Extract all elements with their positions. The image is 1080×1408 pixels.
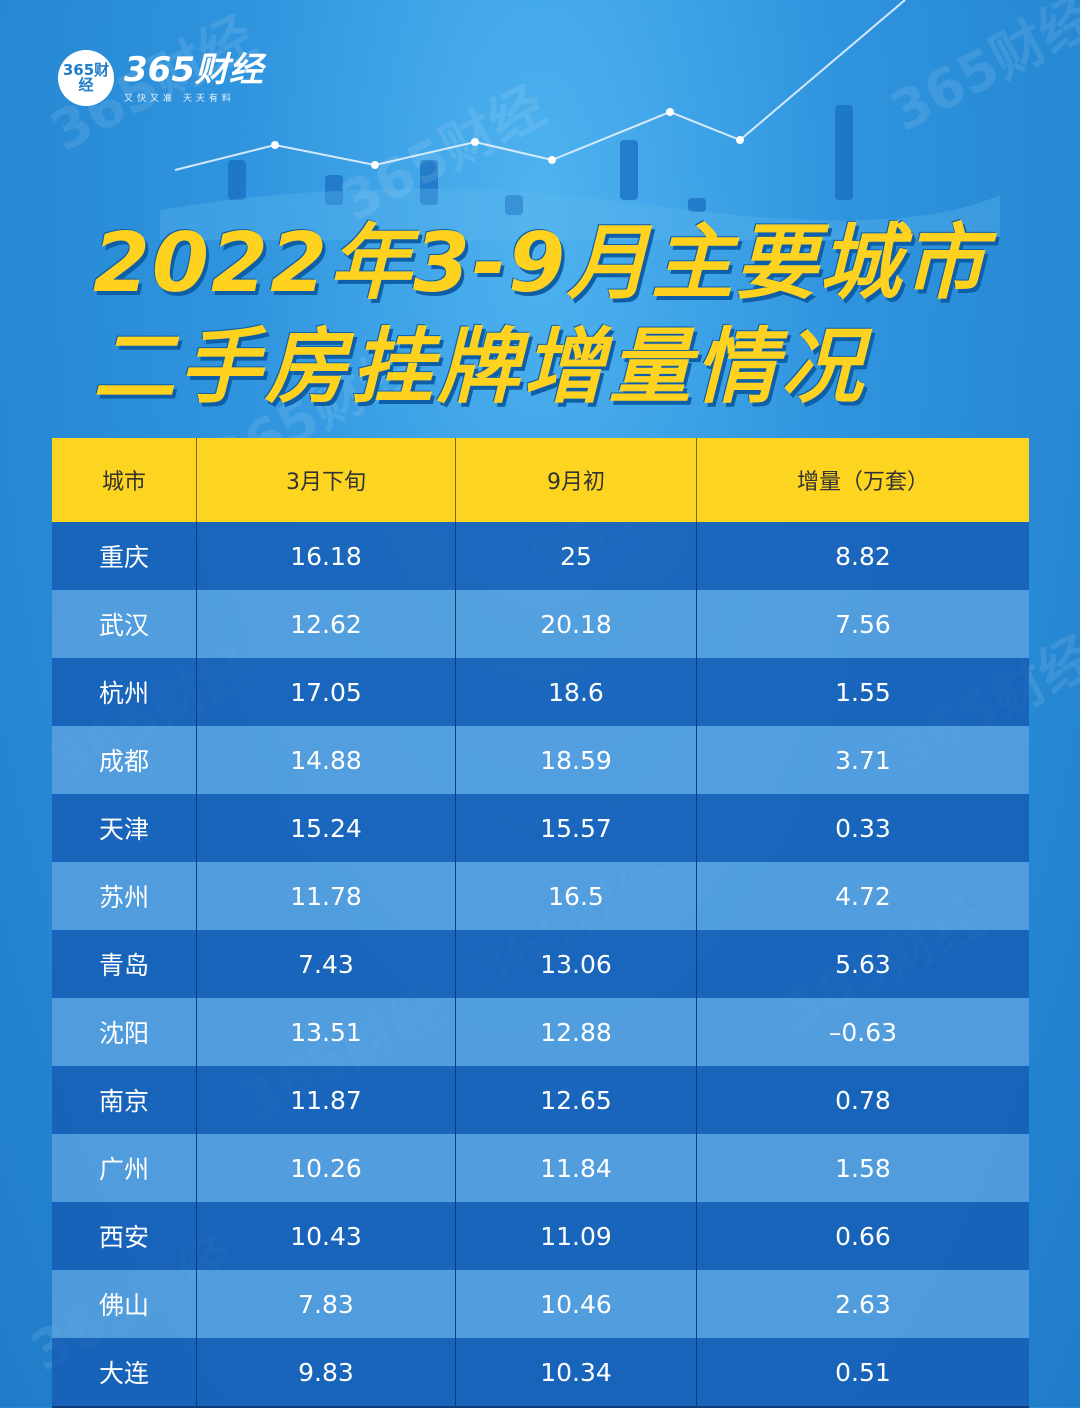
table-row: 沈阳 13.51 12.88 –0.63: [52, 998, 1029, 1066]
cell-early-september: 16.5: [455, 862, 697, 930]
cell-city: 成都: [52, 726, 197, 794]
cell-late-march: 10.26: [196, 1134, 456, 1202]
cell-increase: 1.58: [696, 1134, 1029, 1202]
table-row: 大连 9.83 10.34 0.51: [52, 1338, 1029, 1408]
cell-increase: 1.55: [696, 658, 1029, 726]
cell-city: 沈阳: [52, 998, 197, 1066]
cell-late-march: 9.83: [196, 1338, 456, 1408]
cell-city: 青岛: [52, 930, 197, 998]
cell-late-march: 17.05: [196, 658, 456, 726]
cell-increase: 0.33: [696, 794, 1029, 862]
cell-late-march: 13.51: [196, 998, 456, 1066]
cell-city: 南京: [52, 1066, 197, 1134]
cell-city: 佛山: [52, 1270, 197, 1338]
cell-increase: –0.63: [696, 998, 1029, 1066]
cell-city: 广州: [52, 1134, 197, 1202]
cell-city: 大连: [52, 1338, 197, 1408]
cell-early-september: 25: [455, 522, 697, 590]
cell-late-march: 7.43: [196, 930, 456, 998]
cell-city: 天津: [52, 794, 197, 862]
table-row: 佛山 7.83 10.46 2.63: [52, 1270, 1029, 1338]
cell-late-march: 10.43: [196, 1202, 456, 1270]
table-row: 成都 14.88 18.59 3.71: [52, 726, 1029, 794]
cell-late-march: 7.83: [196, 1270, 456, 1338]
cell-late-march: 16.18: [196, 522, 456, 590]
cell-early-september: 13.06: [455, 930, 697, 998]
cell-late-march: 15.24: [196, 794, 456, 862]
header-city: 城市: [52, 438, 197, 522]
header-early-september: 9月初: [455, 438, 697, 522]
cell-early-september: 12.88: [455, 998, 697, 1066]
cell-early-september: 10.34: [455, 1338, 697, 1408]
table-row: 重庆 16.18 25 8.82: [52, 522, 1029, 590]
table-row: 广州 10.26 11.84 1.58: [52, 1134, 1029, 1202]
cell-early-september: 18.6: [455, 658, 697, 726]
cell-early-september: 18.59: [455, 726, 697, 794]
cell-late-march: 11.87: [196, 1066, 456, 1134]
cell-increase: 4.72: [696, 862, 1029, 930]
cell-city: 西安: [52, 1202, 197, 1270]
header-late-march: 3月下旬: [196, 438, 456, 522]
cell-early-september: 11.84: [455, 1134, 697, 1202]
cell-early-september: 15.57: [455, 794, 697, 862]
table-row: 苏州 11.78 16.5 4.72: [52, 862, 1029, 930]
cell-city: 重庆: [52, 522, 197, 590]
listing-increase-table: 城市 3月下旬 9月初 增量（万套） 重庆 16.18 25 8.82 武汉 1…: [52, 438, 1029, 1408]
page-title-line1: 2022年3-9月主要城市: [92, 216, 988, 311]
table-row: 南京 11.87 12.65 0.78: [52, 1066, 1029, 1134]
table-row: 青岛 7.43 13.06 5.63: [52, 930, 1029, 998]
table-row: 武汉 12.62 20.18 7.56: [52, 590, 1029, 658]
cell-increase: 5.63: [696, 930, 1029, 998]
header-increase: 增量（万套）: [696, 438, 1029, 522]
cell-late-march: 14.88: [196, 726, 456, 794]
brand-logo: 365财经 365财经 又快又准 天天有料: [58, 50, 263, 106]
logo-badge: 365财经: [58, 50, 114, 106]
logo-text: 365财经 又快又准 天天有料: [124, 53, 263, 104]
cell-increase: 0.66: [696, 1202, 1029, 1270]
table-header-row: 城市 3月下旬 9月初 增量（万套）: [52, 438, 1029, 522]
cell-increase: 7.56: [696, 590, 1029, 658]
cell-increase: 0.51: [696, 1338, 1029, 1408]
cell-increase: 8.82: [696, 522, 1029, 590]
cell-late-march: 12.62: [196, 590, 456, 658]
brand-name: 365财经: [124, 49, 263, 90]
cell-late-march: 11.78: [196, 862, 456, 930]
cell-increase: 2.63: [696, 1270, 1029, 1338]
table-row: 杭州 17.05 18.6 1.55: [52, 658, 1029, 726]
cell-early-september: 11.09: [455, 1202, 697, 1270]
cell-early-september: 12.65: [455, 1066, 697, 1134]
cell-early-september: 10.46: [455, 1270, 697, 1338]
brand-slogan: 又快又准 天天有料: [124, 93, 235, 104]
table-row: 天津 15.24 15.57 0.33: [52, 794, 1029, 862]
cell-increase: 0.78: [696, 1066, 1029, 1134]
table-row: 西安 10.43 11.09 0.66: [52, 1202, 1029, 1270]
cell-early-september: 20.18: [455, 590, 697, 658]
cell-city: 苏州: [52, 862, 197, 930]
cell-increase: 3.71: [696, 726, 1029, 794]
page-title-line2: 二手房挂牌增量情况: [93, 320, 867, 415]
cell-city: 武汉: [52, 590, 197, 658]
decorative-trend-graphic: [160, 0, 1000, 240]
cell-city: 杭州: [52, 658, 197, 726]
